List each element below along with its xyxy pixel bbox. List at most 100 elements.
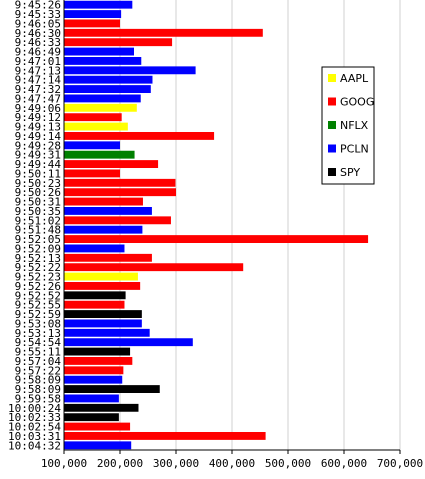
bar-goog — [64, 188, 176, 197]
y-tick-label: 9:52:13 — [15, 252, 61, 265]
bar-goog — [64, 132, 215, 140]
y-tick-label: 9:49:44 — [15, 158, 62, 171]
y-tick-label: 9:52:23 — [15, 271, 61, 284]
legend-label-goog: GOOG — [340, 96, 374, 109]
bar-pcln — [64, 75, 153, 84]
y-tick-label: 9:52:52 — [15, 289, 61, 302]
bar-aapl — [64, 122, 128, 131]
y-tick-label: 9:47:14 — [15, 74, 62, 87]
bar-spy — [64, 413, 119, 422]
x-tick-label: 400,000 — [209, 457, 255, 470]
bar-pcln — [64, 66, 196, 75]
bar-pcln — [64, 0, 133, 9]
y-tick-label: 10:04:32 — [8, 439, 61, 452]
bar-pcln — [64, 94, 141, 103]
y-tick-label: 9:52:59 — [15, 308, 61, 321]
bar-goog — [64, 282, 141, 290]
bar-goog — [64, 197, 143, 206]
x-tick-label: 600,000 — [321, 457, 367, 470]
y-tick-label: 9:46:33 — [15, 36, 61, 49]
legend-swatch-goog — [328, 97, 336, 106]
bar-spy — [64, 403, 139, 412]
y-tick-label: 9:52:09 — [15, 242, 61, 255]
y-tick-label: 10:00:24 — [8, 402, 61, 415]
bar-pcln — [64, 85, 151, 93]
y-tick-label: 9:47:01 — [15, 55, 61, 68]
bar-pcln — [64, 338, 193, 347]
bar-goog — [64, 19, 120, 28]
bar-pcln — [64, 207, 152, 215]
bar-pcln — [64, 441, 132, 450]
y-tick-label: 9:45:26 — [15, 0, 61, 12]
y-tick-label: 9:58:09 — [15, 374, 61, 387]
bar-goog — [64, 178, 176, 187]
x-tick-label: 300,000 — [153, 457, 199, 470]
y-tick-label: 9:57:22 — [15, 364, 61, 377]
bar-goog — [64, 216, 171, 225]
y-tick-label: 9:49:31 — [15, 149, 61, 162]
y-tick-label: 9:51:02 — [15, 214, 61, 227]
y-tick-label: 9:47:32 — [15, 83, 61, 96]
y-tick-label: 9:52:26 — [15, 280, 61, 293]
y-tick-label: 9:46:30 — [15, 27, 61, 40]
y-tick-label: 9:52:22 — [15, 261, 61, 274]
x-tick-label: 700,000 — [377, 457, 423, 470]
y-tick-label: 9:51:48 — [15, 224, 61, 237]
y-tick-label: 9:53:08 — [15, 317, 61, 330]
bar-aapl — [64, 103, 137, 112]
bar-spy — [64, 347, 131, 356]
y-tick-label: 9:46:05 — [15, 17, 61, 30]
bar-goog — [64, 432, 266, 440]
y-tick-label: 9:50:11 — [15, 167, 61, 180]
bar-pcln — [64, 141, 120, 150]
y-tick-label: 9:52:55 — [15, 299, 61, 312]
bar-pcln — [64, 47, 134, 56]
y-tick-label: 9:55:11 — [15, 346, 61, 359]
y-tick-label: 9:59:58 — [15, 392, 61, 405]
legend-label-spy: SPY — [340, 166, 360, 179]
bar-spy — [64, 310, 142, 318]
y-tick-label: 9:57:04 — [15, 355, 62, 368]
bar-aapl — [64, 272, 138, 281]
legend-swatch-nflx — [328, 121, 336, 129]
bar-pcln — [64, 10, 122, 18]
bar-pcln — [64, 328, 150, 337]
bar-goog — [64, 253, 152, 262]
bar-pcln — [64, 394, 119, 403]
y-tick-label: 9:52:05 — [15, 233, 61, 246]
x-tick-label: 100,000 — [41, 457, 87, 470]
bar-pcln — [64, 319, 142, 328]
y-tick-label: 9:49:28 — [15, 139, 61, 152]
legend-swatch-aapl — [328, 74, 336, 82]
bar-goog — [64, 366, 124, 375]
y-tick-label: 9:47:13 — [15, 64, 61, 77]
bar-goog — [64, 263, 244, 272]
y-tick-label: 9:49:06 — [15, 102, 61, 115]
y-tick-label: 9:50:23 — [15, 177, 61, 190]
bar-goog — [64, 160, 159, 168]
bar-goog — [64, 28, 263, 37]
y-tick-label: 9:49:12 — [15, 111, 61, 124]
bar-pcln — [64, 225, 143, 234]
x-tick-label: 500,000 — [265, 457, 311, 470]
bar-pcln — [64, 57, 142, 65]
legend-label-nflx: NFLX — [340, 119, 369, 132]
y-tick-label: 10:03:31 — [8, 430, 61, 443]
y-tick-label: 10:02:33 — [8, 411, 61, 424]
x-tick-labels: 100,000 200,000 300,000 400,000 500,000 600,0… — [41, 450, 423, 470]
y-tick-label: 10:02:54 — [8, 421, 61, 434]
y-tick-label: 9:50:35 — [15, 205, 61, 218]
bar-goog — [64, 169, 120, 178]
legend-label-aapl: AAPL — [340, 72, 369, 85]
bar-pcln — [64, 375, 123, 384]
y-tick-label: 9:50:31 — [15, 196, 61, 209]
y-tick-label: 9:50:26 — [15, 186, 61, 199]
bar-spy — [64, 291, 126, 300]
y-tick-label: 9:53:13 — [15, 327, 61, 340]
bar-nflx — [64, 150, 135, 159]
legend-swatch-pcln — [328, 144, 336, 153]
bar-goog — [64, 113, 122, 122]
bar-pcln — [64, 244, 125, 253]
y-tick-label: 9:47:47 — [15, 92, 61, 105]
